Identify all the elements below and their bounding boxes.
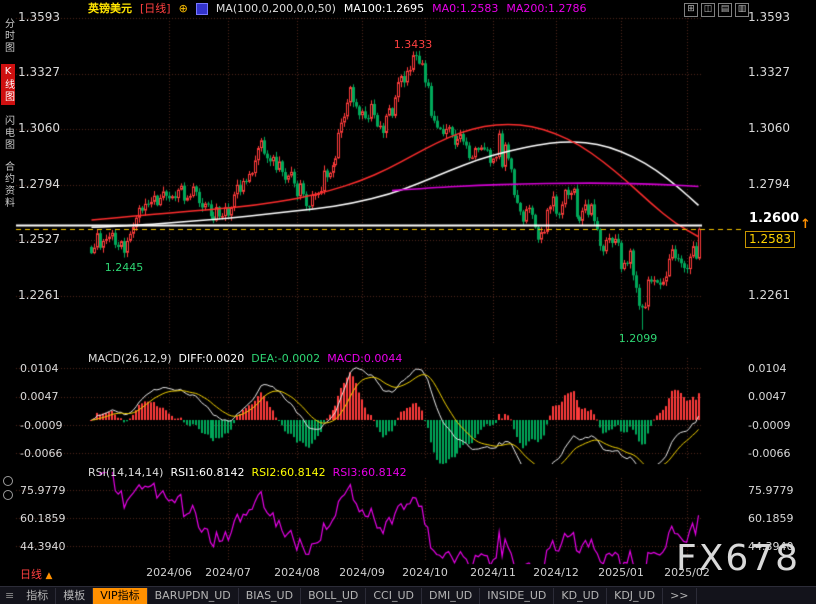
rsi3-label: RSI3:60.8142 <box>332 466 407 479</box>
y-axis-label: 1.2794 <box>748 177 790 191</box>
overlay-add-icon[interactable]: ⊕ <box>178 2 188 15</box>
toolbar-more-button[interactable]: >> <box>663 587 697 604</box>
layout-rows-icon[interactable]: ▤ <box>718 3 732 17</box>
symbol-name: 英镑美元 <box>88 2 132 15</box>
sidebar-item-time-chart[interactable]: 分时图 <box>2 18 14 54</box>
sidebar: 分时图 K线图 闪电图 合约资料 <box>0 18 15 219</box>
y-axis-label: 1.2261 <box>748 288 790 302</box>
layout-columns-icon[interactable]: ▥ <box>735 3 749 17</box>
period-arrow-icon: ▲ <box>45 571 53 581</box>
macd-value-label: MACD:0.0044 <box>327 352 403 365</box>
toolbar-tab-dmi[interactable]: DMI_UD <box>422 587 481 604</box>
ma100-value-label: MA100:1.2695 <box>343 2 425 15</box>
toolbar-tab-barupdn[interactable]: BARUPDN_UD <box>148 587 239 604</box>
y-axis-label: 1.2794 <box>18 177 60 191</box>
rsi-axis-label: 60.1859 <box>20 512 66 525</box>
macd-axis-label: 0.0047 <box>20 390 59 403</box>
ma200-value-label: MA200:1.2786 <box>506 2 587 15</box>
price-line-label: 1.2600 <box>749 211 800 226</box>
y-axis-label: 1.3327 <box>748 65 790 79</box>
y-axis-label: 1.2527 <box>18 232 60 246</box>
y-axis-label: 1.3060 <box>748 121 790 135</box>
ma0-value-label: MA0:1.2583 <box>432 2 499 15</box>
macd-axis-label: -0.0066 <box>748 447 791 460</box>
toolbar-tab-bias[interactable]: BIAS_UD <box>239 587 302 604</box>
macd-header: MACD(26,12,9) DIFF:0.0020 DEA:-0.0002 MA… <box>88 352 402 365</box>
fx678-watermark: FX678 <box>676 538 801 579</box>
layout-split-icon[interactable]: ◫ <box>701 3 715 17</box>
toolbar-item-vip-indicators[interactable]: VIP指标 <box>93 587 148 604</box>
low-annotation-start: 1.2445 <box>104 261 144 274</box>
rsi-axis-label: 75.9779 <box>20 484 66 497</box>
x-axis-label: 2024/12 <box>533 566 579 579</box>
x-axis-label: 2025/02 <box>664 566 710 579</box>
rsi1-label: RSI1:60.8142 <box>170 466 245 479</box>
sidebar-item-kline-chart[interactable]: K线图 <box>0 64 15 105</box>
indicator-toolbar: ≡ 指标 模板 VIP指标 BARUPDN_UD BIAS_UD BOLL_UD… <box>0 586 816 604</box>
macd-params-label: MACD(26,12,9) <box>88 352 172 365</box>
current-price-badge: 1.2583 <box>745 231 795 248</box>
toolbar-item-indicators[interactable]: 指标 <box>19 587 57 604</box>
rsi-params-label: RSI(14,14,14) <box>88 466 164 479</box>
rsi-axis-label: 75.9779 <box>748 484 794 497</box>
layout-grid-icon[interactable]: ⊞ <box>684 3 698 17</box>
sidebar-item-contract-info[interactable]: 合约资料 <box>2 161 14 209</box>
window-controls: ⊞ ◫ ▤ ▥ <box>684 3 749 17</box>
y-axis-label: 1.3593 <box>748 10 790 24</box>
y-axis-label: 1.2261 <box>18 288 60 302</box>
period-tag: [日线] <box>140 2 171 15</box>
macd-dea-label: DEA:-0.0002 <box>251 352 321 365</box>
macd-axis-label: 0.0047 <box>748 390 787 403</box>
period-switcher[interactable]: 日线 ▲ <box>20 566 52 582</box>
rsi-axis-label: 44.3940 <box>748 540 794 553</box>
y-axis-label: 1.3593 <box>18 10 60 24</box>
x-axis-label: 2024/06 <box>146 566 192 579</box>
latest-price-arrow-icon[interactable]: ↑ <box>800 217 811 232</box>
rsi-axis-label: 44.3940 <box>20 540 66 553</box>
macd-axis-label: -0.0009 <box>20 419 63 432</box>
high-annotation: 1.3433 <box>393 38 433 51</box>
low-annotation-mid: 1.2099 <box>618 332 658 345</box>
rsi2-label: RSI2:60.8142 <box>251 466 326 479</box>
ma-settings-label: MA(100,0,200,0,0,50) <box>215 2 336 15</box>
x-axis-label: 2024/08 <box>274 566 320 579</box>
macd-axis-label: 0.0104 <box>748 362 787 375</box>
y-axis-label: 1.3060 <box>18 121 60 135</box>
period-label: 日线 <box>20 568 42 581</box>
macd-diff-label: DIFF:0.0020 <box>178 352 245 365</box>
x-axis-label: 2024/11 <box>470 566 516 579</box>
indicator-flag-icon[interactable] <box>195 2 208 15</box>
x-axis-label: 2024/10 <box>402 566 448 579</box>
y-axis-label: 1.3327 <box>18 65 60 79</box>
x-axis-label: 2024/07 <box>205 566 251 579</box>
rsi-axis-label: 60.1859 <box>748 512 794 525</box>
x-axis-label: 2024/09 <box>339 566 385 579</box>
toolbar-tab-boll[interactable]: BOLL_UD <box>301 587 367 604</box>
x-axis-label: 2025/01 <box>598 566 644 579</box>
menu-icon[interactable]: ≡ <box>5 589 15 602</box>
chart-header: 英镑美元 [日线] ⊕ MA(100,0,200,0,0,50) MA100:1… <box>88 2 587 15</box>
toolbar-tab-kdj[interactable]: KDJ_UD <box>607 587 664 604</box>
sidebar-item-lightning-chart[interactable]: 闪电图 <box>2 115 14 151</box>
pane-control-dot-icon[interactable] <box>3 490 13 500</box>
toolbar-tab-kd[interactable]: KD_UD <box>554 587 608 604</box>
rsi-header: RSI(14,14,14) RSI1:60.8142 RSI2:60.8142 … <box>88 466 407 479</box>
macd-axis-label: -0.0066 <box>20 447 63 460</box>
macd-axis-label: 0.0104 <box>20 362 59 375</box>
macd-axis-label: -0.0009 <box>748 419 791 432</box>
toolbar-tab-inside[interactable]: INSIDE_UD <box>480 587 555 604</box>
toolbar-tab-cci[interactable]: CCI_UD <box>366 587 423 604</box>
toolbar-item-templates[interactable]: 模板 <box>56 587 94 604</box>
pane-control-dot-icon[interactable] <box>3 476 13 486</box>
